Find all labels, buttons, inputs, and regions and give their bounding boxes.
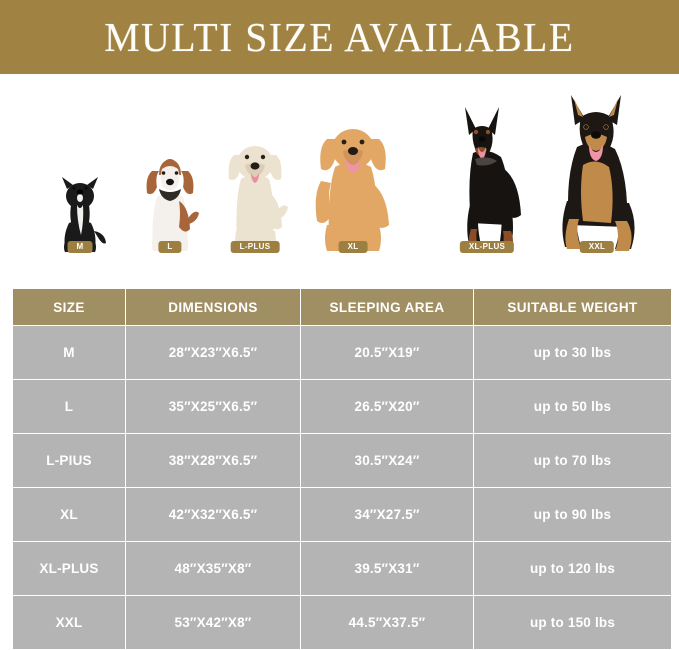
dog-image-german-shepherd [547, 91, 647, 253]
cell-sleeping-area: 34″X27.5″ [300, 487, 474, 542]
cell-suitable-weight: up to 150 lbs [473, 595, 672, 650]
cell-size: L [12, 379, 126, 434]
cell-dimensions: 38″X28″X6.5″ [125, 433, 301, 488]
table-row: L 35″X25″X6.5″ 26.5″X20″ up to 50 lbs [12, 379, 672, 434]
dog-image-black-small-dog [49, 175, 111, 253]
cell-suitable-weight: up to 120 lbs [473, 541, 672, 596]
cell-dimensions: 28″X23″X6.5″ [125, 325, 301, 380]
cell-sleeping-area: 20.5″X19″ [300, 325, 474, 380]
cell-sleeping-area: 44.5″X37.5″ [300, 595, 474, 650]
cell-size: XL-PLUS [12, 541, 126, 596]
dog-image-doberman [445, 105, 529, 253]
column-header-suitable-weight: SUITABLE WEIGHT [473, 288, 672, 326]
table-row: M 28″X23″X6.5″ 20.5″X19″ up to 30 lbs [12, 325, 672, 380]
cell-size: XL [12, 487, 126, 542]
table-header: SIZE DIMENSIONS SLEEPING AREA SUITABLE W… [12, 288, 672, 326]
cell-suitable-weight: up to 30 lbs [473, 325, 672, 380]
table-header-row: SIZE DIMENSIONS SLEEPING AREA SUITABLE W… [12, 288, 672, 326]
cell-suitable-weight: up to 90 lbs [473, 487, 672, 542]
size-badge-xl: XL [338, 240, 368, 253]
column-header-sleeping-area: SLEEPING AREA [300, 288, 474, 326]
header-banner: MULTI SIZE AVAILABLE [0, 0, 679, 74]
dog-slot-xl-plus: XL-PLUS [440, 105, 534, 253]
cell-size: XXL [12, 595, 126, 650]
table-row: L-PIUS 38″X28″X6.5″ 30.5″X24″ up to 70 l… [12, 433, 672, 488]
dog-image-beagle [135, 155, 205, 253]
dog-image-cream-labrador [215, 135, 295, 253]
cell-dimensions: 48″X35″X8″ [125, 541, 301, 596]
column-header-dimensions: DIMENSIONS [125, 288, 301, 326]
size-badge-l-plus: L-PLUS [230, 240, 280, 253]
dog-image-golden-retriever [305, 117, 401, 253]
cell-suitable-weight: up to 50 lbs [473, 379, 672, 434]
cell-sleeping-area: 26.5″X20″ [300, 379, 474, 434]
cell-dimensions: 35″X25″X6.5″ [125, 379, 301, 434]
table-body: M 28″X23″X6.5″ 20.5″X19″ up to 30 lbs L … [12, 325, 672, 650]
cell-sleeping-area: 30.5″X24″ [300, 433, 474, 488]
dog-slot-l-plus: L-PLUS [213, 135, 297, 253]
cell-dimensions: 53″X42″X8″ [125, 595, 301, 650]
cell-suitable-weight: up to 70 lbs [473, 433, 672, 488]
table-row: XXL 53″X42″X8″ 44.5″X37.5″ up to 150 lbs [12, 595, 672, 650]
size-chart-table: SIZE DIMENSIONS SLEEPING AREA SUITABLE W… [12, 288, 672, 650]
dog-slot-xxl: XXL [545, 91, 649, 253]
table-row: XL-PLUS 48″X35″X8″ 39.5″X31″ up to 120 l… [12, 541, 672, 596]
size-badge-xl-plus: XL-PLUS [459, 240, 515, 253]
dog-slot-m: M [38, 175, 122, 253]
size-badge-xxl: XXL [579, 240, 615, 253]
dog-slot-xl: XL [303, 117, 403, 253]
page-title: MULTI SIZE AVAILABLE [104, 13, 575, 60]
size-badge-l: L [158, 240, 182, 253]
cell-size: M [12, 325, 126, 380]
table-row: XL 42″X32″X6.5″ 34″X27.5″ up to 90 lbs [12, 487, 672, 542]
cell-dimensions: 42″X32″X6.5″ [125, 487, 301, 542]
column-header-size: SIZE [12, 288, 126, 326]
dog-size-comparison: M [0, 74, 679, 283]
cell-size: L-PIUS [12, 433, 126, 488]
size-badge-m: M [67, 240, 93, 253]
dog-slot-l: L [128, 155, 212, 253]
cell-sleeping-area: 39.5″X31″ [300, 541, 474, 596]
